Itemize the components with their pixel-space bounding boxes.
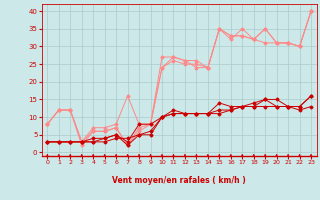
X-axis label: Vent moyen/en rafales ( km/h ): Vent moyen/en rafales ( km/h ) bbox=[112, 176, 246, 185]
